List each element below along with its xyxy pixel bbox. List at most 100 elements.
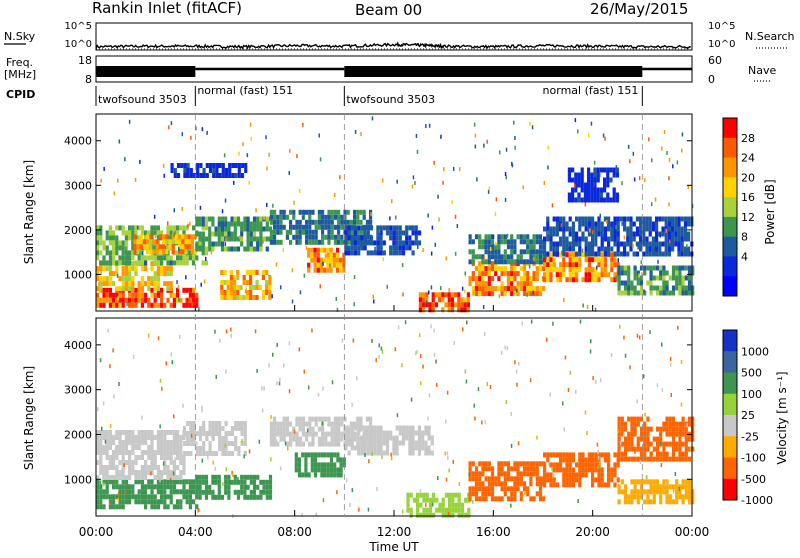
velocity-scatter	[272, 352, 274, 357]
velocity-scatter	[445, 419, 447, 424]
velocity-cell	[617, 421, 621, 427]
power-cell	[178, 249, 182, 255]
power-cell	[687, 216, 691, 222]
power-colorbar-swatch	[723, 197, 737, 218]
power-cell	[363, 235, 367, 241]
power-cell	[680, 236, 684, 242]
velocity-cell	[522, 481, 527, 487]
power-cell	[376, 225, 380, 231]
velocity-cell	[401, 440, 406, 446]
power-cell	[565, 236, 569, 242]
velocity-cell	[668, 431, 672, 437]
velocity-scatter	[415, 351, 417, 356]
velocity-scatter	[331, 380, 334, 385]
xaxis-tick-label: 12:00	[377, 525, 412, 539]
velocity-cell	[543, 472, 547, 478]
power-cell	[549, 231, 553, 237]
power-cell	[289, 209, 293, 215]
power-cell	[256, 241, 260, 247]
power-cell	[651, 241, 655, 247]
velocity-scatter	[349, 503, 351, 508]
velocity-cell	[617, 416, 621, 422]
power-cell	[150, 230, 154, 236]
power-cell	[425, 302, 429, 308]
power-ytick-label: 3000	[64, 179, 92, 192]
velocity-cell	[265, 494, 269, 500]
velocity-cell	[347, 430, 351, 436]
power-cell	[398, 230, 402, 236]
velocity-cell	[510, 476, 514, 482]
power-cell	[245, 280, 249, 285]
velocity-scatter	[97, 407, 99, 412]
velocity-cell	[182, 455, 186, 460]
power-cell	[428, 302, 432, 308]
velocity-cell	[96, 450, 100, 455]
power-cell	[169, 266, 173, 272]
velocity-cell	[147, 450, 151, 455]
power-cell	[594, 257, 598, 263]
power-scatter	[651, 158, 653, 163]
velocity-cell	[594, 462, 598, 468]
velocity-cell	[265, 489, 269, 495]
power-cell	[567, 192, 571, 198]
power-cell	[236, 290, 240, 295]
power-cell	[305, 229, 309, 235]
velocity-scatter	[371, 452, 373, 457]
power-cell	[542, 266, 546, 272]
power-cell	[137, 235, 141, 241]
power-scatter	[505, 175, 507, 180]
velocity-scatter	[270, 457, 272, 462]
freq-tick-top-left: 18	[78, 54, 92, 67]
power-cell	[500, 291, 504, 297]
velocity-cell	[417, 430, 422, 436]
power-cell	[165, 239, 169, 245]
power-cell	[144, 281, 148, 287]
power-cell	[236, 285, 240, 290]
velocity-cell	[115, 475, 119, 480]
power-cell	[192, 297, 196, 303]
velocity-cell	[671, 421, 676, 427]
power-cell	[359, 219, 363, 225]
velocity-cell	[218, 436, 222, 441]
velocity-cell	[535, 476, 539, 482]
velocity-cell	[513, 461, 517, 467]
velocity-cell	[179, 450, 183, 455]
cpid-label: CPID	[6, 88, 35, 101]
power-cell	[153, 281, 157, 287]
power-cell	[596, 167, 600, 173]
velocity-cell	[294, 467, 298, 473]
velocity-cell	[96, 460, 100, 465]
velocity-cell	[172, 504, 176, 510]
power-cell	[478, 244, 482, 250]
velocity-cell	[385, 435, 390, 441]
velocity-cell	[529, 466, 533, 472]
velocity-cell	[330, 441, 334, 447]
velocity-cell	[140, 494, 144, 500]
power-cell	[220, 290, 224, 295]
velocity-cell	[269, 431, 273, 437]
velocity-cell	[295, 421, 299, 427]
power-cell	[392, 225, 396, 231]
power-scatter	[629, 159, 631, 164]
power-cell	[603, 251, 607, 257]
power-cell	[259, 241, 263, 247]
velocity-cell	[118, 470, 122, 475]
power-cell	[664, 231, 668, 237]
velocity-scatter	[215, 374, 217, 379]
power-cell	[546, 272, 550, 278]
velocity-cell	[240, 421, 244, 426]
power-cell	[565, 262, 569, 268]
power-cell	[591, 257, 595, 263]
velocity-scatter	[159, 424, 161, 429]
velocity-cell	[671, 446, 676, 452]
power-cell	[513, 244, 517, 250]
velocity-cell	[398, 430, 402, 436]
power-cell	[255, 295, 259, 300]
power-scatter	[543, 181, 546, 185]
velocity-cell	[516, 476, 520, 482]
velocity-cell	[128, 465, 132, 470]
power-cell	[178, 234, 182, 240]
power-cell	[329, 252, 333, 258]
velocity-cell	[131, 465, 135, 470]
velocity-cell	[630, 489, 634, 495]
